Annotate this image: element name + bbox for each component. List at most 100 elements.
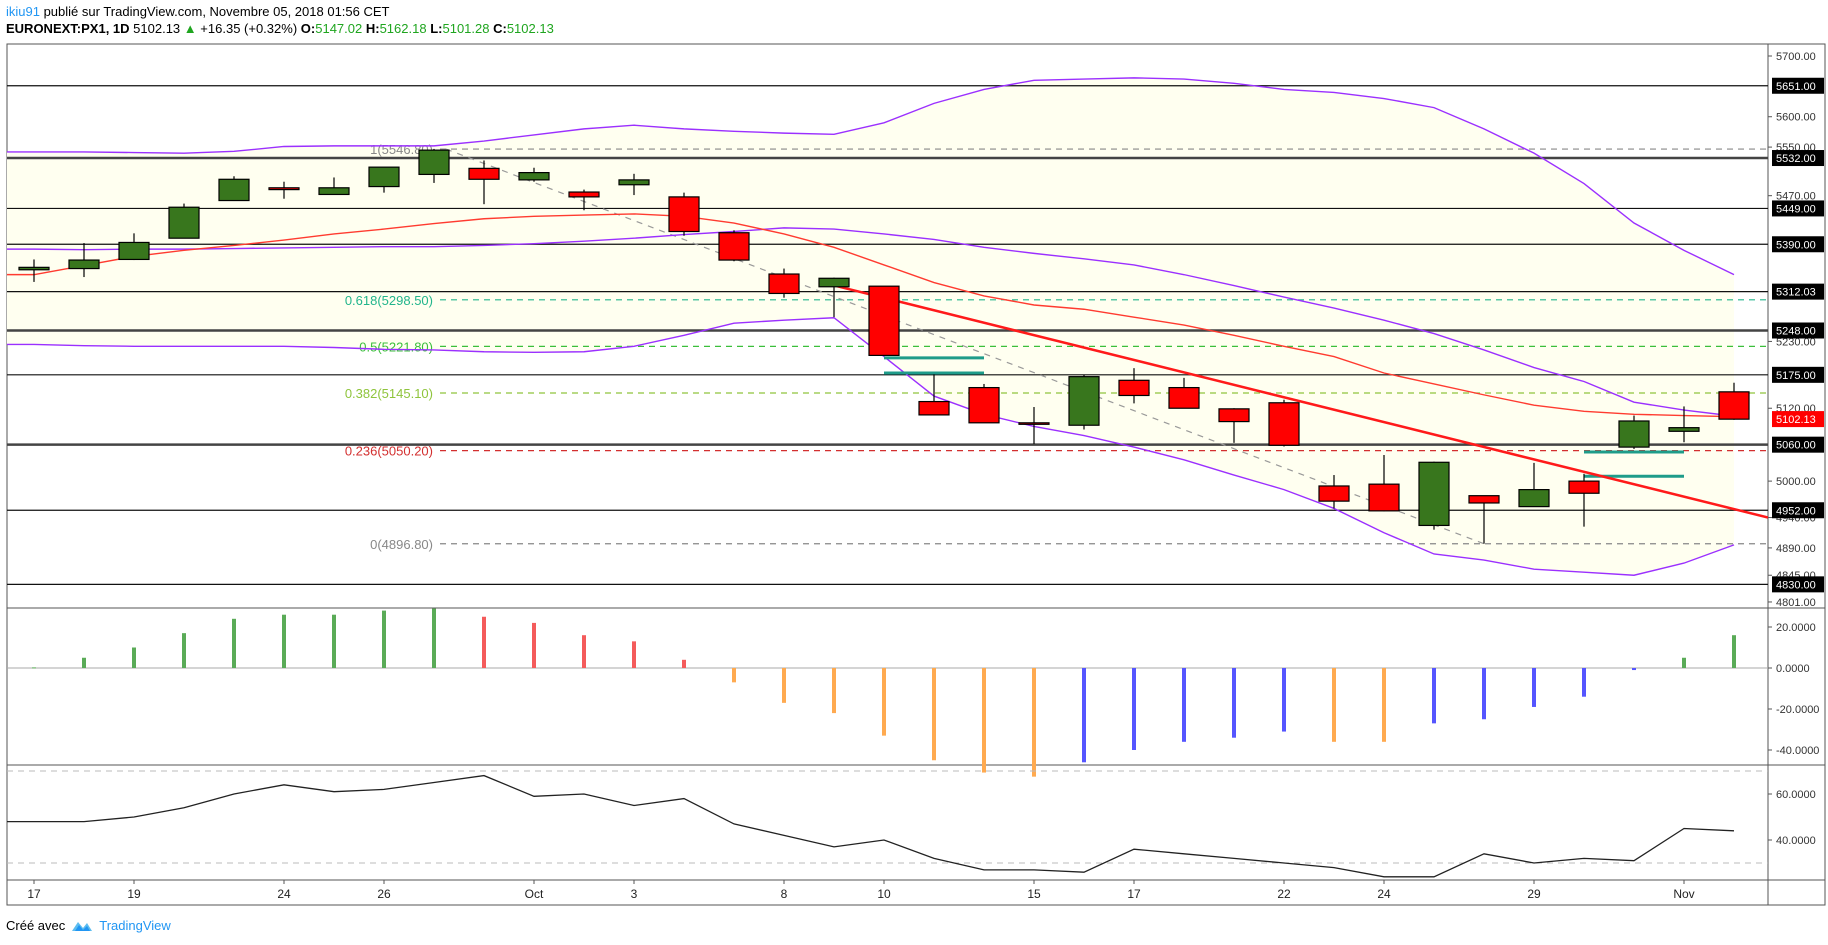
candle[interactable] [118,233,150,261]
level-price-label: 5175.00 [1776,370,1816,382]
tradingview-link[interactable]: TradingView [99,918,171,933]
high-label: H: [365,21,380,36]
fib-label: 0.236(5050.20) [345,444,433,459]
macd-bar [182,633,186,668]
macd-bar [1432,668,1436,724]
macd-bar [432,608,436,668]
level-price-label: 5248.00 [1776,325,1816,337]
close-label: C: [493,21,507,36]
level-price-label: 5060.00 [1776,440,1816,452]
candle[interactable] [68,243,100,278]
price-axis[interactable]: 5700.005600.005550.005470.005230.005120.… [1768,51,1824,609]
candle[interactable] [668,192,700,236]
candle[interactable] [1418,461,1450,530]
price-tick-label: 5470.00 [1776,191,1816,203]
candle[interactable] [1068,374,1100,430]
candle[interactable] [618,173,650,196]
macd-bar [1482,668,1486,720]
date-tick-label: 24 [277,887,291,901]
macd-bar [882,668,886,736]
high-value: 5162.18 [379,21,427,36]
publish-info: ikiu91 publié sur TradingView.com, Novem… [6,4,389,19]
candle[interactable] [868,285,900,357]
candle[interactable] [468,160,500,205]
fib-label: 0(4896.80) [370,537,433,552]
svg-text:60.0000: 60.0000 [1776,789,1816,801]
date-tick-label: Nov [1673,887,1694,901]
level-price-label: 5312.03 [1776,287,1816,299]
macd-bar [232,618,236,668]
macd-bar [732,668,736,683]
close-value: 5102.13 [506,21,554,36]
candle[interactable] [1268,399,1300,447]
macd-bar [782,668,786,703]
macd-bar [532,622,536,668]
candle[interactable] [768,268,800,298]
candle[interactable] [1118,368,1150,404]
candle[interactable] [918,374,950,416]
candle[interactable] [518,167,550,182]
date-tick-label: 29 [1527,887,1541,901]
macd-bar [982,668,986,773]
svg-text:-20.0000: -20.0000 [1776,704,1819,716]
svg-text:40.0000: 40.0000 [1776,835,1816,847]
macd-bar [1582,668,1586,697]
last-price-label: 5102.13 [1776,414,1816,426]
date-tick-label: 17 [27,887,41,901]
rsi-pane[interactable]: 60.0000 40.0000 [7,770,1816,878]
candle[interactable] [1368,454,1400,512]
candle[interactable] [1618,415,1650,449]
macd-bar [832,668,836,714]
level-price-label: 5651.00 [1776,81,1816,93]
candle[interactable] [368,166,400,193]
macd-bar [1632,668,1636,671]
fib-label: 0.5(5221.80) [359,339,433,354]
macd-bar [1132,668,1136,750]
candle[interactable] [18,259,50,282]
price-tick-label: 5600.00 [1776,112,1816,124]
date-tick-label: 15 [1027,887,1041,901]
candle[interactable] [1668,406,1700,443]
candle[interactable] [1518,462,1550,508]
date-tick-label: 8 [781,887,788,901]
candle[interactable] [1718,382,1750,420]
open-value: 5147.02 [315,21,363,36]
candle[interactable] [968,383,1000,424]
svg-text:20.0000: 20.0000 [1776,622,1816,634]
candle[interactable] [1018,407,1050,445]
macd-bar [382,610,386,668]
date-tick-label: 24 [1377,887,1391,901]
candle[interactable] [218,176,250,202]
candle[interactable] [168,203,200,239]
candle[interactable] [1318,475,1350,509]
open-label: O: [300,21,316,36]
symbol-legend: EURONEXT:PX1, 1D 5102.13 ▲ +16.35 (+0.32… [6,21,554,36]
date-tick-label: 10 [877,887,891,901]
macd-pane[interactable]: 20.0000 0.0000 -20.0000 -40.0000 [7,608,1819,777]
price-tick-label: 5000.00 [1776,476,1816,488]
macd-bar [332,614,336,668]
date-tick-label: 19 [127,887,141,901]
macd-bar [1232,668,1236,738]
fib-label: 0.618(5298.50) [345,293,433,308]
candle[interactable] [318,177,350,196]
price-tick-label: 5230.00 [1776,336,1816,348]
candle[interactable] [268,181,300,199]
price-pane[interactable]: 1(5546.80)0.618(5298.50)0.5(5221.80)0.38… [7,77,1768,585]
candle[interactable] [718,230,750,262]
candle[interactable] [1568,473,1600,527]
candle[interactable] [568,189,600,211]
level-price-label: 4830.00 [1776,579,1816,591]
date-axis[interactable]: 17 19 24 26 Oct 3 8 10 15 17 22 24 29 Nov [27,880,1695,901]
candle[interactable] [1218,408,1250,443]
macd-bar [1182,668,1186,742]
published-text: publié sur TradingView.com, Novembre 05,… [39,4,390,19]
candle[interactable] [818,277,850,318]
candle[interactable] [1168,377,1200,409]
level-price-label: 5532.00 [1776,153,1816,165]
price-change: +16.35 (+0.32%) [200,21,298,36]
author-link[interactable]: ikiu91 [6,4,40,19]
candle[interactable] [1468,495,1500,544]
candle[interactable] [418,148,450,183]
